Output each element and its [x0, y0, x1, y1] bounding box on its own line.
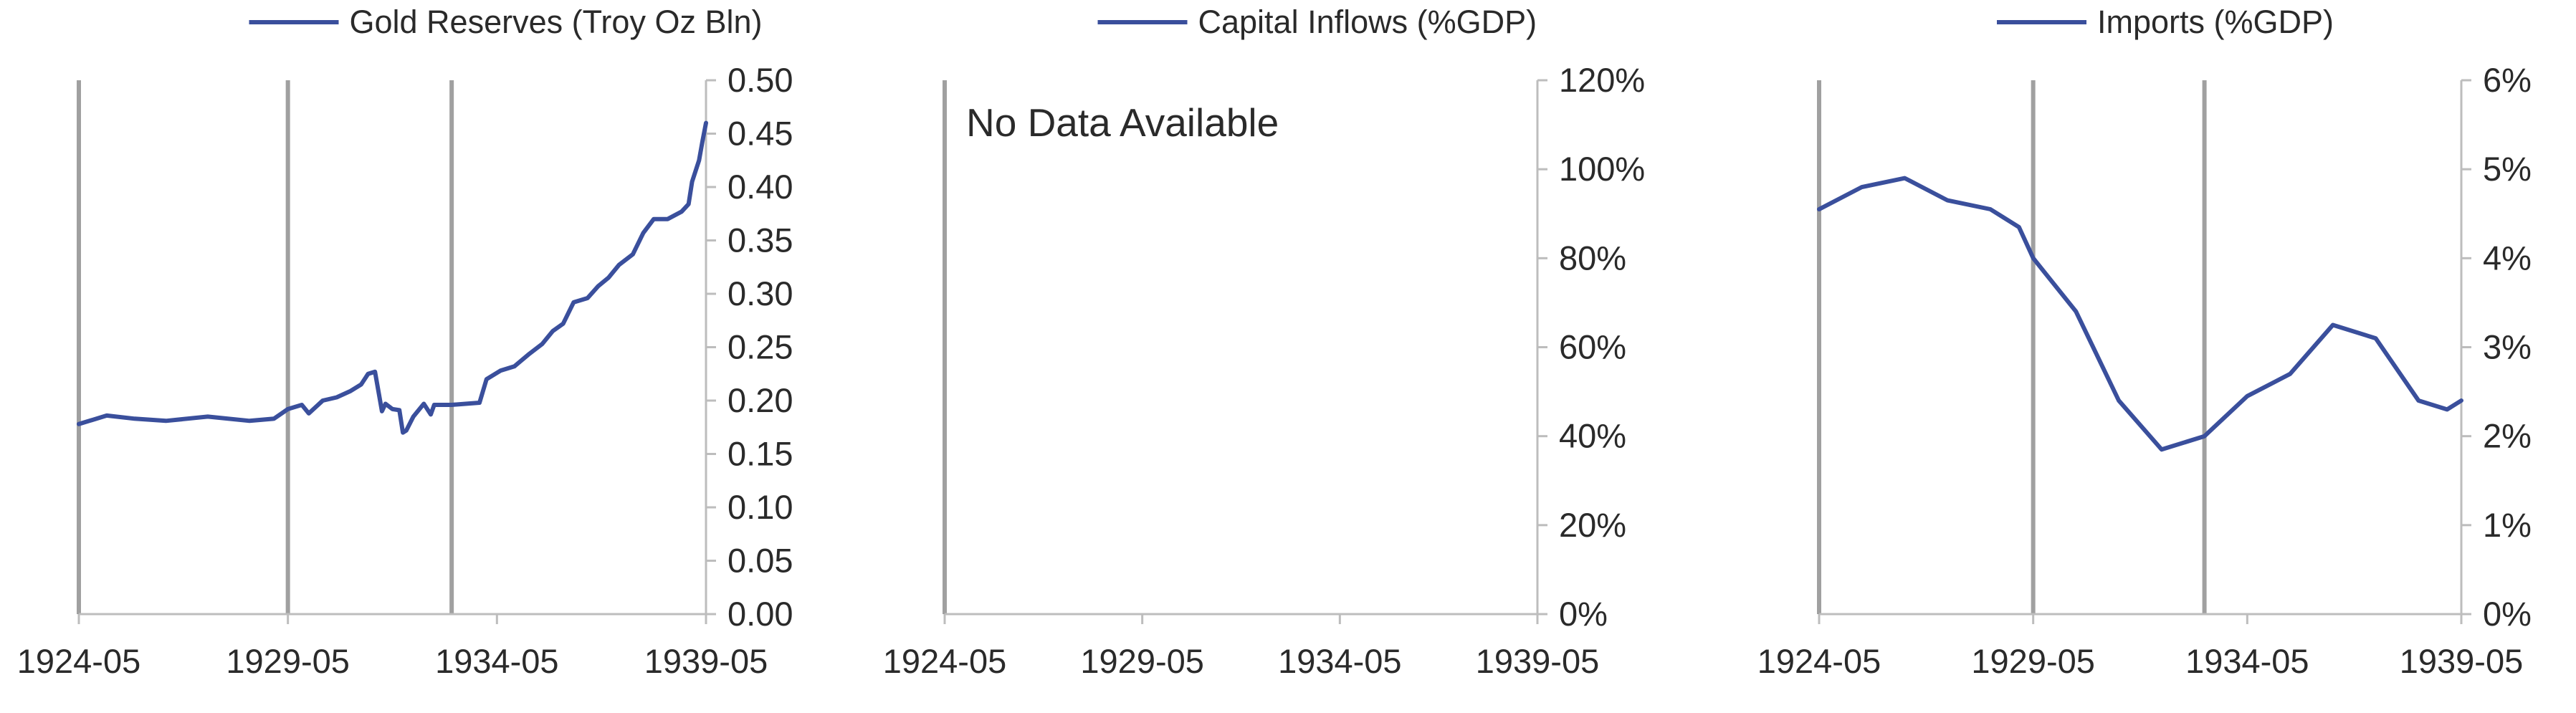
x-tick-label: 1934-05 — [1278, 642, 1402, 680]
x-tick-label: 1939-05 — [1476, 642, 1600, 680]
y-tick-label: 0.20 — [728, 381, 793, 419]
x-tick-label: 1929-05 — [1971, 642, 2095, 680]
legend-label: Gold Reserves (Troy Oz Bln) — [350, 4, 763, 40]
y-tick-label: 0.50 — [728, 61, 793, 99]
y-tick-label: 6% — [2483, 61, 2532, 99]
chart-panel: 1924-05 1929-05 1934-05 1939-05 0% 20% 40% 60% 8… — [883, 4, 1645, 680]
chart-panel: 1924-05 1929-05 1934-05 1939-05 0.00 0.05 0.10… — [17, 4, 793, 680]
y-tick-label: 0.00 — [728, 595, 793, 633]
legend-label: Imports (%GDP) — [2097, 4, 2334, 40]
y-tick-label: 0.05 — [728, 542, 793, 580]
y-tick-label: 60% — [1559, 328, 1626, 366]
x-tick-label: 1924-05 — [883, 642, 1007, 680]
x-tick-label: 1929-05 — [226, 642, 350, 680]
no-data-annotation: No Data Available — [966, 100, 1279, 145]
y-tick-label: 0% — [1559, 595, 1608, 633]
x-tick-label: 1924-05 — [17, 642, 141, 680]
y-tick-label: 80% — [1559, 239, 1626, 277]
y-tick-label: 4% — [2483, 239, 2532, 277]
chart-panel: 1924-05 1929-05 1934-05 1939-05 0% 1% 2% 3% 4% 5%… — [1757, 4, 2532, 680]
y-tick-label: 100% — [1559, 150, 1645, 188]
y-tick-label: 120% — [1559, 61, 1645, 99]
y-tick-label: 40% — [1559, 417, 1626, 455]
y-tick-label: 2% — [2483, 417, 2532, 455]
x-tick-label: 1929-05 — [1080, 642, 1204, 680]
series-line — [77, 120, 708, 435]
y-tick-label: 5% — [2483, 150, 2532, 188]
legend-label: Capital Inflows (%GDP) — [1198, 4, 1537, 40]
x-tick-label: 1924-05 — [1757, 642, 1881, 680]
series-line — [1817, 176, 2463, 452]
y-tick-label: 3% — [2483, 328, 2532, 366]
y-tick-label: 0.15 — [728, 435, 793, 473]
y-tick-label: 20% — [1559, 506, 1626, 544]
x-tick-label: 1939-05 — [644, 642, 768, 680]
x-tick-label: 1934-05 — [435, 642, 559, 680]
y-tick-label: 0% — [2483, 595, 2532, 633]
y-tick-label: 1% — [2483, 506, 2532, 544]
y-tick-label: 0.30 — [728, 274, 793, 312]
y-tick-label: 0.45 — [728, 115, 793, 153]
y-tick-label: 0.10 — [728, 488, 793, 526]
x-tick-label: 1934-05 — [2185, 642, 2309, 680]
y-tick-label: 0.35 — [728, 221, 793, 259]
y-tick-label: 0.25 — [728, 328, 793, 366]
y-tick-label: 0.40 — [728, 168, 793, 206]
x-tick-label: 1939-05 — [2400, 642, 2524, 680]
